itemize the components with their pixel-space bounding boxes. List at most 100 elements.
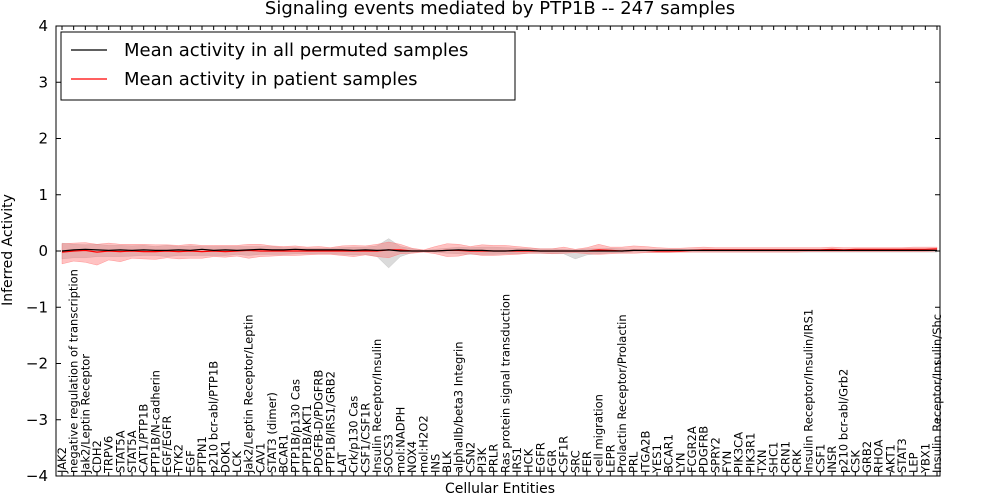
y-tick-label: 1 xyxy=(38,186,48,204)
x-category-label: BLK xyxy=(440,451,454,473)
legend: Mean activity in all permuted samples Me… xyxy=(60,31,516,101)
x-category-label: HCK xyxy=(522,448,536,473)
x-category-label: CSK xyxy=(848,450,862,473)
x-category-label: PTP1B/p130 Cas xyxy=(288,379,302,473)
x-category-label: EGFR xyxy=(533,442,547,473)
x-category-label: CRK xyxy=(790,449,804,473)
x-category-label: PTP1B/N-cadherin xyxy=(148,370,162,473)
x-category-label: Jak2/Leptin Receptor xyxy=(78,354,92,474)
x-category-label: SOCS3 xyxy=(382,434,396,473)
x-category-label: IRS1 xyxy=(510,447,524,473)
y-axis-label: Inferred Activity xyxy=(0,194,16,306)
x-category-label: PTPN1 xyxy=(195,436,209,473)
x-axis-label: Cellular Entities xyxy=(445,481,555,497)
x-category-label: CRN1 xyxy=(778,441,792,473)
x-category-label: CSF1R xyxy=(557,436,571,473)
legend-label-permuted: Mean activity in all permuted samples xyxy=(124,40,468,61)
y-tick-label: 3 xyxy=(38,73,48,91)
y-tick-label: 0 xyxy=(38,242,48,260)
x-category-label: alphaIIb/beta3 Integrin xyxy=(452,341,466,473)
x-category-label: PTP1B/IRS1/GRB2 xyxy=(323,371,337,473)
x-category-label: FCGR2A xyxy=(685,426,699,473)
x-category-label: BCAR1 xyxy=(662,434,676,473)
x-category-label: STAT5A xyxy=(113,430,127,473)
x-category-label: PIK3CA xyxy=(732,432,746,473)
x-category-label: STAT3 xyxy=(895,438,909,473)
x-category-label: mol:H2O2 xyxy=(417,415,431,473)
x-category-label: GRB2 xyxy=(860,441,874,473)
y-axis: −4 −3 −2 −1 0 1 2 3 4 xyxy=(26,17,940,485)
x-category-label: Insulin Receptor/Insulin/Shc xyxy=(930,314,944,473)
x-category-label: EGF/EGFR xyxy=(160,416,174,473)
x-category-label: PRL xyxy=(627,451,641,473)
band-patient xyxy=(61,241,938,266)
x-category-label: CSN2 xyxy=(463,442,477,473)
x-category-label: EGF xyxy=(183,450,197,473)
x-category-label: PI3K xyxy=(475,447,489,473)
x-category-label: CDH2 xyxy=(90,440,104,473)
x-category-label: TXN xyxy=(755,449,769,474)
x-category-label: LEPR xyxy=(603,444,617,473)
x-category-label: mol:NADPH xyxy=(393,407,407,473)
x-category-label: CSF1 xyxy=(813,444,827,473)
x-category-label: Ras protein signal transduction xyxy=(498,294,512,473)
x-category-label: INSR xyxy=(825,446,839,473)
x-category-label: BCAR1 xyxy=(277,434,291,473)
x-category-label: Insulin Receptor/Insulin xyxy=(370,339,384,473)
x-category-label: YBX1 xyxy=(918,443,932,474)
chart-title: Signaling events mediated by PTP1B -- 24… xyxy=(265,0,735,19)
x-category-label: AKT1 xyxy=(883,444,897,473)
line-permuted xyxy=(61,248,937,252)
x-category-label: NOX4 xyxy=(405,441,419,473)
x-category-label: CAV1 xyxy=(253,443,267,473)
x-category-label: JAK2 xyxy=(55,447,69,474)
x-category-label: PDGFB-D/PDGFRB xyxy=(312,370,326,473)
x-category-label: LCK xyxy=(230,451,244,473)
legend-box xyxy=(60,31,516,101)
x-category-label: STAT5A xyxy=(125,430,139,473)
x-category-label: DOK1 xyxy=(218,440,232,473)
y-tick-label: 2 xyxy=(38,130,48,148)
x-category-label: PTP1B/AKT1 xyxy=(300,404,314,473)
x-category-label: p210 bcr-abl/PTP1B xyxy=(207,361,221,473)
x-category-label: TRPV6 xyxy=(102,436,116,474)
x-category-label: cell migration xyxy=(592,394,606,473)
x-category-label: TYK2 xyxy=(172,444,186,474)
y-tick-label: 4 xyxy=(38,17,48,35)
x-category-label: LEP xyxy=(907,452,921,473)
x-category-label: Crk/p130 Cas xyxy=(347,396,361,473)
legend-label-patient: Mean activity in patient samples xyxy=(124,69,418,90)
x-category-label: PDGFRB xyxy=(697,426,711,473)
x-category-label: SPRY2 xyxy=(708,437,722,473)
x-category-label: LYN xyxy=(673,452,687,473)
x-category-label: SHC1 xyxy=(767,442,781,473)
x-category-label: YES1 xyxy=(650,444,664,474)
x-category-label: CAT1/PTP1B xyxy=(137,404,151,473)
band-permuted xyxy=(61,238,938,269)
x-category-label: Insulin Receptor/Insulin/IRS1 xyxy=(802,309,816,473)
x-category-label: LAT xyxy=(335,451,349,473)
series-lines xyxy=(61,248,938,253)
x-category-label: CSF1/CSF1R xyxy=(358,403,372,473)
x-category-label: ITGA2B xyxy=(638,430,652,473)
x-category-label: FGR xyxy=(545,449,559,473)
x-category-label: FER xyxy=(580,451,594,473)
x-category-label: PIK3R1 xyxy=(743,433,757,474)
x-category-label: STAT3 (dimer) xyxy=(265,392,279,473)
x-category-label: Prolactin Receptor/Prolactin xyxy=(615,314,629,473)
y-tick-label: −1 xyxy=(26,298,48,316)
confidence-bands xyxy=(61,238,938,269)
y-tick-label: −2 xyxy=(26,355,48,373)
x-category-label: SRC xyxy=(568,450,582,473)
x-category-label: p210 bcr-abl/Grb2 xyxy=(837,369,851,473)
x-category-label: PRLR xyxy=(487,444,501,473)
x-category-label: Jak2/Leptin Receptor/Leptin xyxy=(242,315,256,474)
y-tick-label: −3 xyxy=(26,411,48,429)
x-category-label: INS xyxy=(428,454,442,473)
x-category-label: negative regulation of transcription xyxy=(67,269,81,473)
x-category-label: RHOA xyxy=(872,440,886,473)
y-tick-label: −4 xyxy=(26,467,48,485)
x-category-label: FYN xyxy=(720,451,734,473)
